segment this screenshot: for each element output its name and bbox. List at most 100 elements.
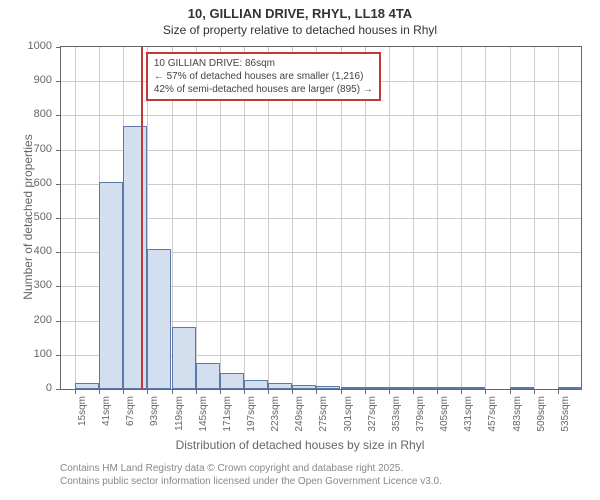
y-tick-label: 300 xyxy=(12,279,52,291)
grid-line-v xyxy=(461,47,462,389)
histogram-bar xyxy=(292,385,316,389)
y-tick-mark xyxy=(56,150,61,151)
y-tick-label: 1000 xyxy=(12,40,52,52)
histogram-bar xyxy=(413,387,437,389)
footer-attribution: Contains HM Land Registry data © Crown c… xyxy=(60,462,442,488)
x-tick-label: 145sqm xyxy=(198,396,209,436)
x-tick-mark xyxy=(196,389,197,394)
y-tick-label: 800 xyxy=(12,108,52,120)
x-tick-label: 67sqm xyxy=(125,396,136,436)
histogram-bar xyxy=(75,383,99,389)
histogram-bar xyxy=(341,387,365,389)
histogram-bar xyxy=(99,182,123,389)
grid-line-v xyxy=(437,47,438,389)
x-tick-label: 93sqm xyxy=(149,396,160,436)
x-tick-label: 249sqm xyxy=(294,396,305,436)
chart-title-line1: 10, GILLIAN DRIVE, RHYL, LL18 4TA xyxy=(0,0,600,21)
y-tick-mark xyxy=(56,218,61,219)
x-tick-mark xyxy=(558,389,559,394)
grid-line-h xyxy=(61,115,581,116)
histogram-bar xyxy=(437,387,461,389)
x-tick-mark xyxy=(75,389,76,394)
y-tick-label: 400 xyxy=(12,245,52,257)
x-tick-label: 197sqm xyxy=(246,396,257,436)
x-tick-label: 327sqm xyxy=(367,396,378,436)
x-tick-mark xyxy=(510,389,511,394)
callout-line3: 42% of semi-detached houses are larger (… xyxy=(154,83,373,96)
x-tick-mark xyxy=(292,389,293,394)
x-tick-mark xyxy=(389,389,390,394)
footer-line1: Contains HM Land Registry data © Crown c… xyxy=(60,462,442,475)
y-tick-label: 600 xyxy=(12,177,52,189)
y-tick-mark xyxy=(56,47,61,48)
x-tick-mark xyxy=(244,389,245,394)
x-tick-mark xyxy=(147,389,148,394)
grid-line-v xyxy=(510,47,511,389)
histogram-bar xyxy=(123,126,147,389)
y-tick-mark xyxy=(56,252,61,253)
x-tick-label: 223sqm xyxy=(270,396,281,436)
histogram-bar xyxy=(461,387,485,389)
grid-line-v xyxy=(389,47,390,389)
y-tick-mark xyxy=(56,184,61,185)
x-tick-mark xyxy=(534,389,535,394)
x-tick-label: 41sqm xyxy=(101,396,112,436)
histogram-bar xyxy=(196,363,220,389)
x-tick-label: 379sqm xyxy=(415,396,426,436)
x-tick-mark xyxy=(365,389,366,394)
x-tick-label: 119sqm xyxy=(174,396,185,436)
histogram-bar xyxy=(389,387,413,389)
x-tick-mark xyxy=(172,389,173,394)
y-tick-mark xyxy=(56,321,61,322)
x-tick-label: 301sqm xyxy=(343,396,354,436)
x-tick-mark xyxy=(99,389,100,394)
y-tick-label: 900 xyxy=(12,74,52,86)
histogram-bar xyxy=(244,380,268,389)
grid-line-v xyxy=(413,47,414,389)
x-tick-label: 535sqm xyxy=(560,396,571,436)
x-tick-mark xyxy=(461,389,462,394)
histogram-bar xyxy=(510,387,534,389)
histogram-bar xyxy=(172,327,196,389)
grid-line-v xyxy=(558,47,559,389)
callout-line1: 10 GILLIAN DRIVE: 86sqm xyxy=(154,57,373,70)
y-tick-mark xyxy=(56,81,61,82)
x-tick-mark xyxy=(220,389,221,394)
y-tick-label: 500 xyxy=(12,211,52,223)
y-tick-mark xyxy=(56,355,61,356)
x-tick-mark xyxy=(485,389,486,394)
y-tick-label: 100 xyxy=(12,348,52,360)
x-tick-label: 275sqm xyxy=(318,396,329,436)
histogram-bar xyxy=(220,373,244,389)
histogram-bar xyxy=(558,387,582,389)
x-tick-label: 171sqm xyxy=(222,396,233,436)
x-tick-mark xyxy=(437,389,438,394)
chart-container: 10, GILLIAN DRIVE, RHYL, LL18 4TA Size o… xyxy=(0,0,600,500)
property-marker-line xyxy=(141,47,143,389)
x-tick-label: 405sqm xyxy=(439,396,450,436)
x-tick-label: 353sqm xyxy=(391,396,402,436)
histogram-bar xyxy=(316,386,340,389)
x-tick-label: 483sqm xyxy=(512,396,523,436)
histogram-bar xyxy=(365,387,389,389)
footer-line2: Contains public sector information licen… xyxy=(60,475,442,488)
x-tick-label: 15sqm xyxy=(77,396,88,436)
x-tick-label: 509sqm xyxy=(536,396,547,436)
x-tick-mark xyxy=(413,389,414,394)
y-tick-label: 200 xyxy=(12,314,52,326)
y-tick-mark xyxy=(56,389,61,390)
x-tick-label: 431sqm xyxy=(463,396,474,436)
histogram-bar xyxy=(268,383,292,389)
grid-line-v xyxy=(485,47,486,389)
x-tick-label: 457sqm xyxy=(487,396,498,436)
x-axis-label: Distribution of detached houses by size … xyxy=(0,438,600,452)
callout-line2: ← 57% of detached houses are smaller (1,… xyxy=(154,70,373,83)
x-tick-mark xyxy=(316,389,317,394)
y-tick-mark xyxy=(56,286,61,287)
x-tick-mark xyxy=(341,389,342,394)
chart-title-line2: Size of property relative to detached ho… xyxy=(0,21,600,37)
y-tick-label: 700 xyxy=(12,143,52,155)
y-tick-mark xyxy=(56,115,61,116)
grid-line-v xyxy=(75,47,76,389)
x-tick-mark xyxy=(123,389,124,394)
